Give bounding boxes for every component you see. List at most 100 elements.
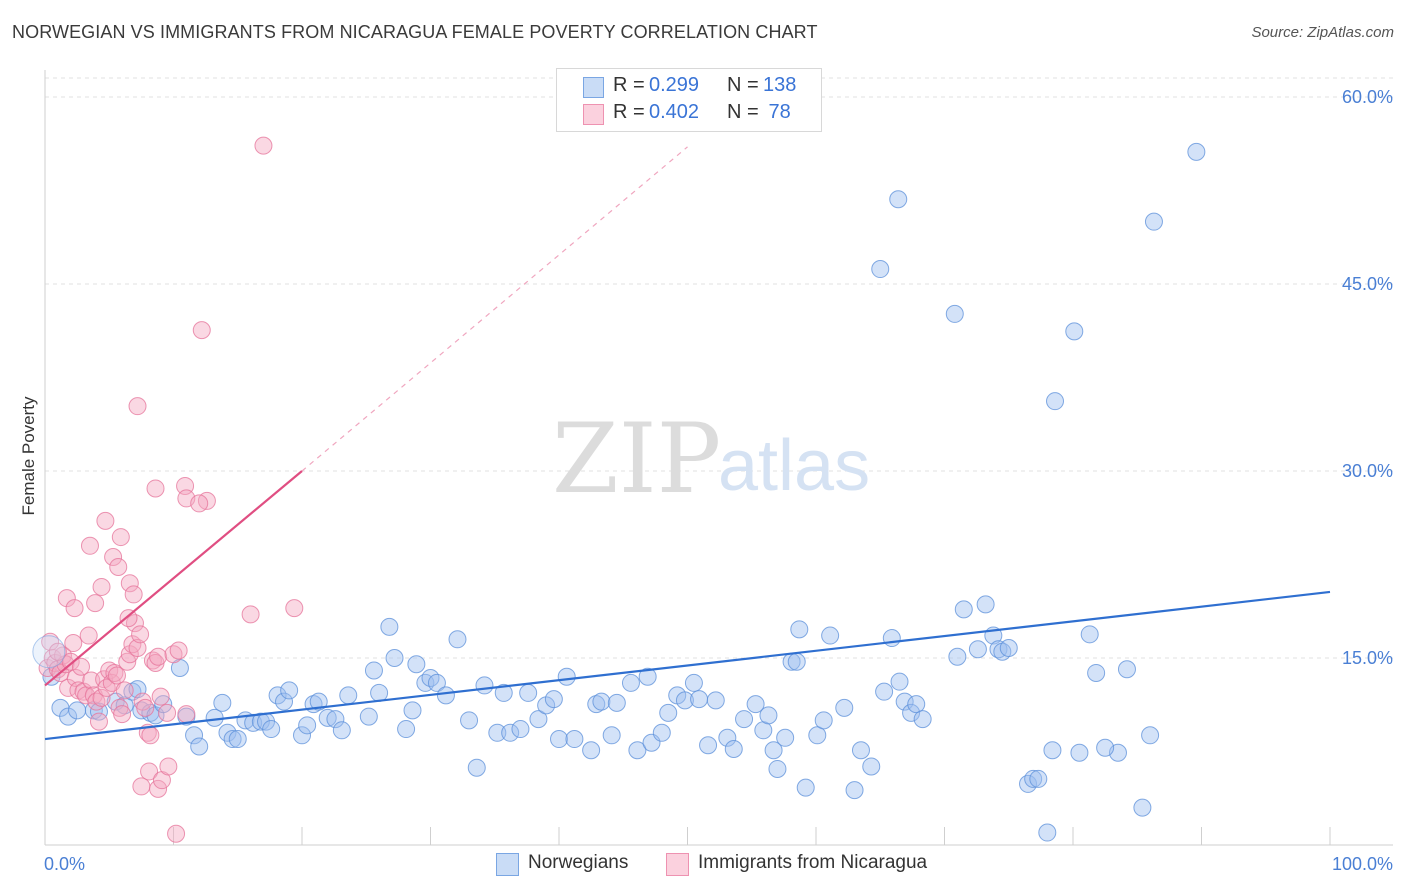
stats-legend-row-norwegians: R = 0.299 N = 138	[557, 74, 821, 100]
nicaragua-point	[104, 548, 123, 567]
nicaragua-point	[146, 479, 165, 498]
norwegians-point	[251, 712, 270, 731]
tick-labels: 15.0% 30.0% 45.0% 60.0% 0.0% 100.0%	[44, 87, 1393, 874]
norwegians-point	[309, 692, 328, 711]
norwegians-point	[68, 701, 87, 720]
norwegians-point	[407, 655, 426, 674]
norwegians-point	[759, 706, 778, 725]
norwegians-point	[945, 304, 964, 323]
nicaragua-point	[140, 762, 159, 781]
norwegians-point	[592, 692, 611, 711]
norwegians-point	[871, 260, 890, 279]
trend-lines	[44, 146, 1331, 741]
norwegians-point	[913, 710, 932, 729]
norwegians-point	[1144, 212, 1163, 231]
nicaragua-point	[177, 705, 196, 724]
grid-lines	[45, 77, 1393, 659]
norwegians-point	[821, 626, 840, 645]
norwegians-point	[275, 692, 294, 711]
norwegians-point	[746, 695, 765, 714]
norwegians-point	[628, 741, 647, 760]
x-tick-label: 0.0%	[44, 854, 85, 874]
nicaragua-point	[48, 642, 67, 661]
norwegians-point	[262, 720, 281, 739]
nicaragua-point	[149, 779, 168, 798]
nicaragua-point	[97, 678, 116, 697]
norwegians-trend-line	[44, 590, 1331, 741]
nicaragua-point	[96, 511, 115, 530]
norwegians-point	[293, 726, 311, 745]
norwegians-point	[501, 723, 520, 742]
nicaragua-swatch	[583, 104, 604, 125]
chart-title: NORWEGIAN VS IMMIGRANTS FROM NICARAGUA F…	[12, 22, 818, 42]
norwegians-point	[706, 691, 725, 710]
nicaragua-point	[118, 652, 137, 671]
norwegians-point	[326, 710, 345, 729]
norwegians-point	[370, 683, 389, 702]
norwegians-point	[1096, 738, 1115, 757]
norwegians-point	[895, 692, 914, 711]
norwegians-point	[587, 695, 606, 714]
norwegians-point	[851, 741, 870, 760]
norwegians-point	[889, 190, 908, 209]
nicaragua-point	[111, 528, 130, 547]
norwegians-point	[475, 676, 494, 695]
legend-label-norwegians: Norwegians	[528, 852, 629, 873]
nicaragua-trend-extension	[301, 146, 688, 472]
nicaragua-point	[105, 663, 124, 682]
r-value: 0.402	[649, 101, 700, 123]
norwegians-point	[875, 682, 894, 701]
nicaragua-point	[124, 585, 143, 604]
norwegians-point	[602, 726, 621, 745]
norwegians-point	[154, 695, 173, 714]
legend-label-nicaragua: Immigrants from Nicaragua	[698, 852, 928, 873]
r-label: R =	[613, 74, 651, 96]
y-tick-label: 15.0%	[1342, 648, 1393, 668]
data-points	[32, 136, 1206, 843]
norwegians-point	[1133, 798, 1152, 817]
norwegians-point	[467, 758, 486, 777]
norwegians-point	[808, 726, 827, 745]
nicaragua-point	[80, 536, 99, 555]
n-value: 138	[763, 74, 797, 96]
nicaragua-point	[158, 703, 177, 722]
nicaragua-point	[285, 599, 304, 618]
norwegians-point	[228, 730, 247, 749]
watermark: ZIP atlas	[552, 403, 870, 515]
nicaragua-point	[131, 625, 150, 644]
norwegians-point	[718, 728, 737, 747]
nicaragua-point	[119, 609, 138, 628]
norwegians-point	[460, 711, 479, 730]
nicaragua-point	[92, 688, 111, 707]
norwegians-cluster-point	[32, 635, 66, 669]
source-label: Source: ZipAtlas.com	[1251, 24, 1394, 41]
norwegians-point	[764, 741, 783, 760]
norwegians-point	[724, 740, 743, 759]
nicaragua-point	[128, 639, 147, 658]
norwegians-point	[380, 617, 399, 636]
norwegians-point	[42, 667, 61, 686]
norwegians-point	[529, 710, 548, 729]
norwegians-point	[339, 686, 358, 705]
y-tick-label: 60.0%	[1342, 87, 1393, 107]
norwegians-point	[790, 620, 809, 639]
norwegians-point	[735, 710, 754, 729]
nicaragua-point	[89, 712, 108, 731]
n-value: 78	[763, 101, 791, 123]
y-tick-label: 45.0%	[1342, 274, 1393, 294]
nicaragua-point	[61, 652, 80, 671]
norwegians-point	[638, 667, 657, 686]
nicaragua-point	[149, 647, 168, 666]
norwegians-point	[621, 673, 640, 692]
norwegians-point	[185, 726, 204, 745]
norwegians-point	[948, 647, 967, 666]
norwegians-point	[565, 730, 584, 749]
norwegians-point	[1065, 322, 1084, 341]
nicaragua-point	[241, 605, 260, 624]
y-tick-label: 30.0%	[1342, 461, 1393, 481]
legend-swatch-norwegians	[496, 853, 519, 876]
norwegians-point	[699, 736, 718, 755]
r-label: R =	[613, 101, 651, 123]
norwegians-point	[659, 703, 678, 722]
